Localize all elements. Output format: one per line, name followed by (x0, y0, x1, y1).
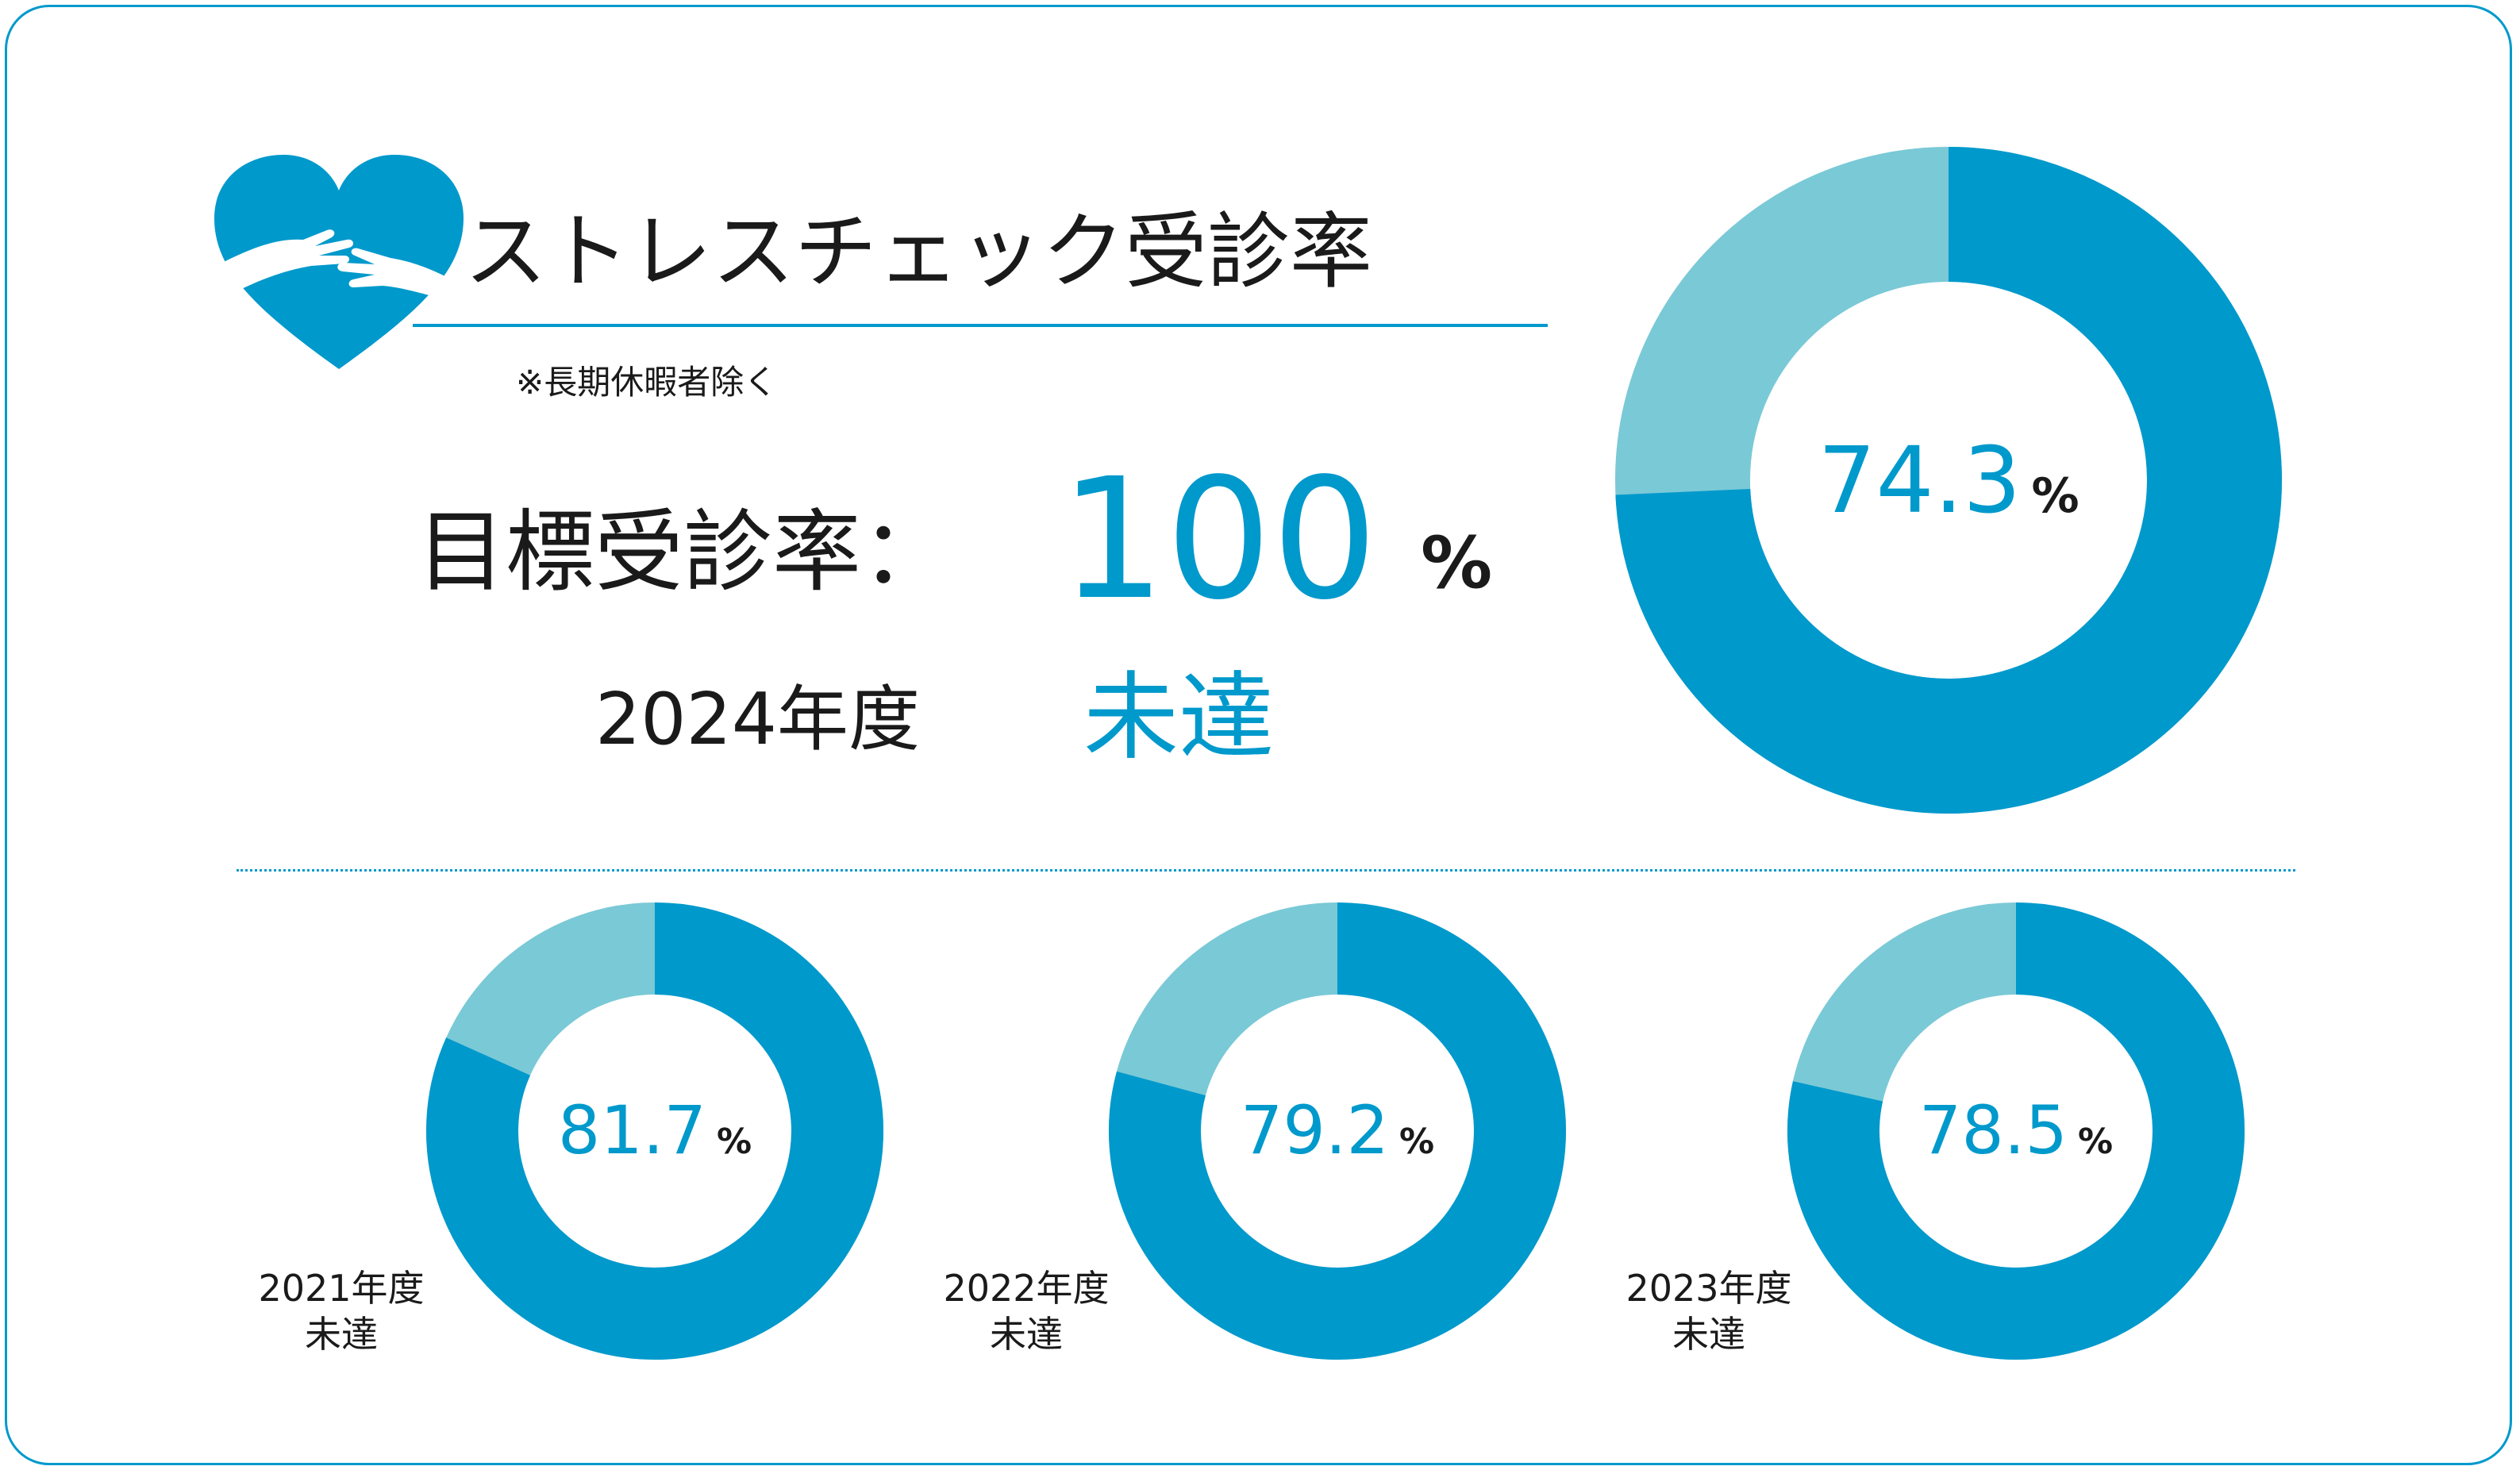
donut-unit-label: % (2078, 1122, 2113, 1162)
svg-text:81.7 %: 81.7 % (558, 1091, 752, 1169)
donut-value-label: 78.5 (1919, 1091, 2068, 1169)
donut-chart-2023: 78.5 % (1787, 902, 2245, 1360)
year-caption-2022: 2022年度 未達 (927, 1266, 1125, 1357)
main-year-label: 2024年度 (595, 678, 921, 761)
year-label: 2023年度 (1625, 1267, 1792, 1310)
donut-unit-label: % (717, 1122, 752, 1162)
donut-value-segment (1615, 147, 2282, 814)
svg-text:74.3 %: 74.3 % (1818, 428, 2079, 534)
section-divider (237, 869, 2295, 872)
title-underline (413, 324, 1548, 327)
donut-value-segment (1109, 902, 1566, 1360)
donut-value-label: 74.3 (1818, 428, 2021, 534)
right-hand-shape (337, 248, 460, 302)
status-label: 未達 (990, 1312, 1063, 1356)
page-title: ストレスチェック受診率 (464, 203, 1373, 300)
year-caption-2023: 2023年度 未達 (1610, 1266, 1808, 1357)
target-value: 100 (1060, 442, 1378, 637)
left-hand-shape (224, 229, 354, 294)
target-unit: % (1421, 521, 1493, 605)
donut-chart-2022: 79.2 % (1109, 902, 1566, 1360)
donut-unit-label: % (1399, 1122, 1434, 1162)
donut-chart-2021: 81.7 % (426, 902, 883, 1360)
donut-unit-label: % (2032, 468, 2079, 524)
year-label: 2022年度 (943, 1267, 1110, 1310)
year-caption-2021: 2021年度 未達 (242, 1266, 441, 1357)
donut-value-segment (1787, 902, 2245, 1360)
donut-value-segment (426, 902, 883, 1360)
donut-value-label: 79.2 (1241, 1091, 1389, 1169)
status-label: 未達 (1672, 1312, 1745, 1356)
infographic-card (5, 5, 2512, 1465)
heart-hands-icon (214, 155, 464, 369)
donut-value-label: 81.7 (558, 1091, 706, 1169)
target-label: 目標受診率： (417, 501, 950, 604)
donut-chart-2024: 74.3 % (1615, 147, 2282, 814)
exclusion-note: ※長期休暇者除く (516, 363, 778, 402)
svg-text:78.5 %: 78.5 % (1919, 1091, 2113, 1169)
main-status: 未達 (1083, 663, 1274, 773)
svg-text:79.2 %: 79.2 % (1241, 1091, 1434, 1169)
year-label: 2021年度 (258, 1267, 425, 1310)
status-label: 未達 (305, 1312, 378, 1356)
